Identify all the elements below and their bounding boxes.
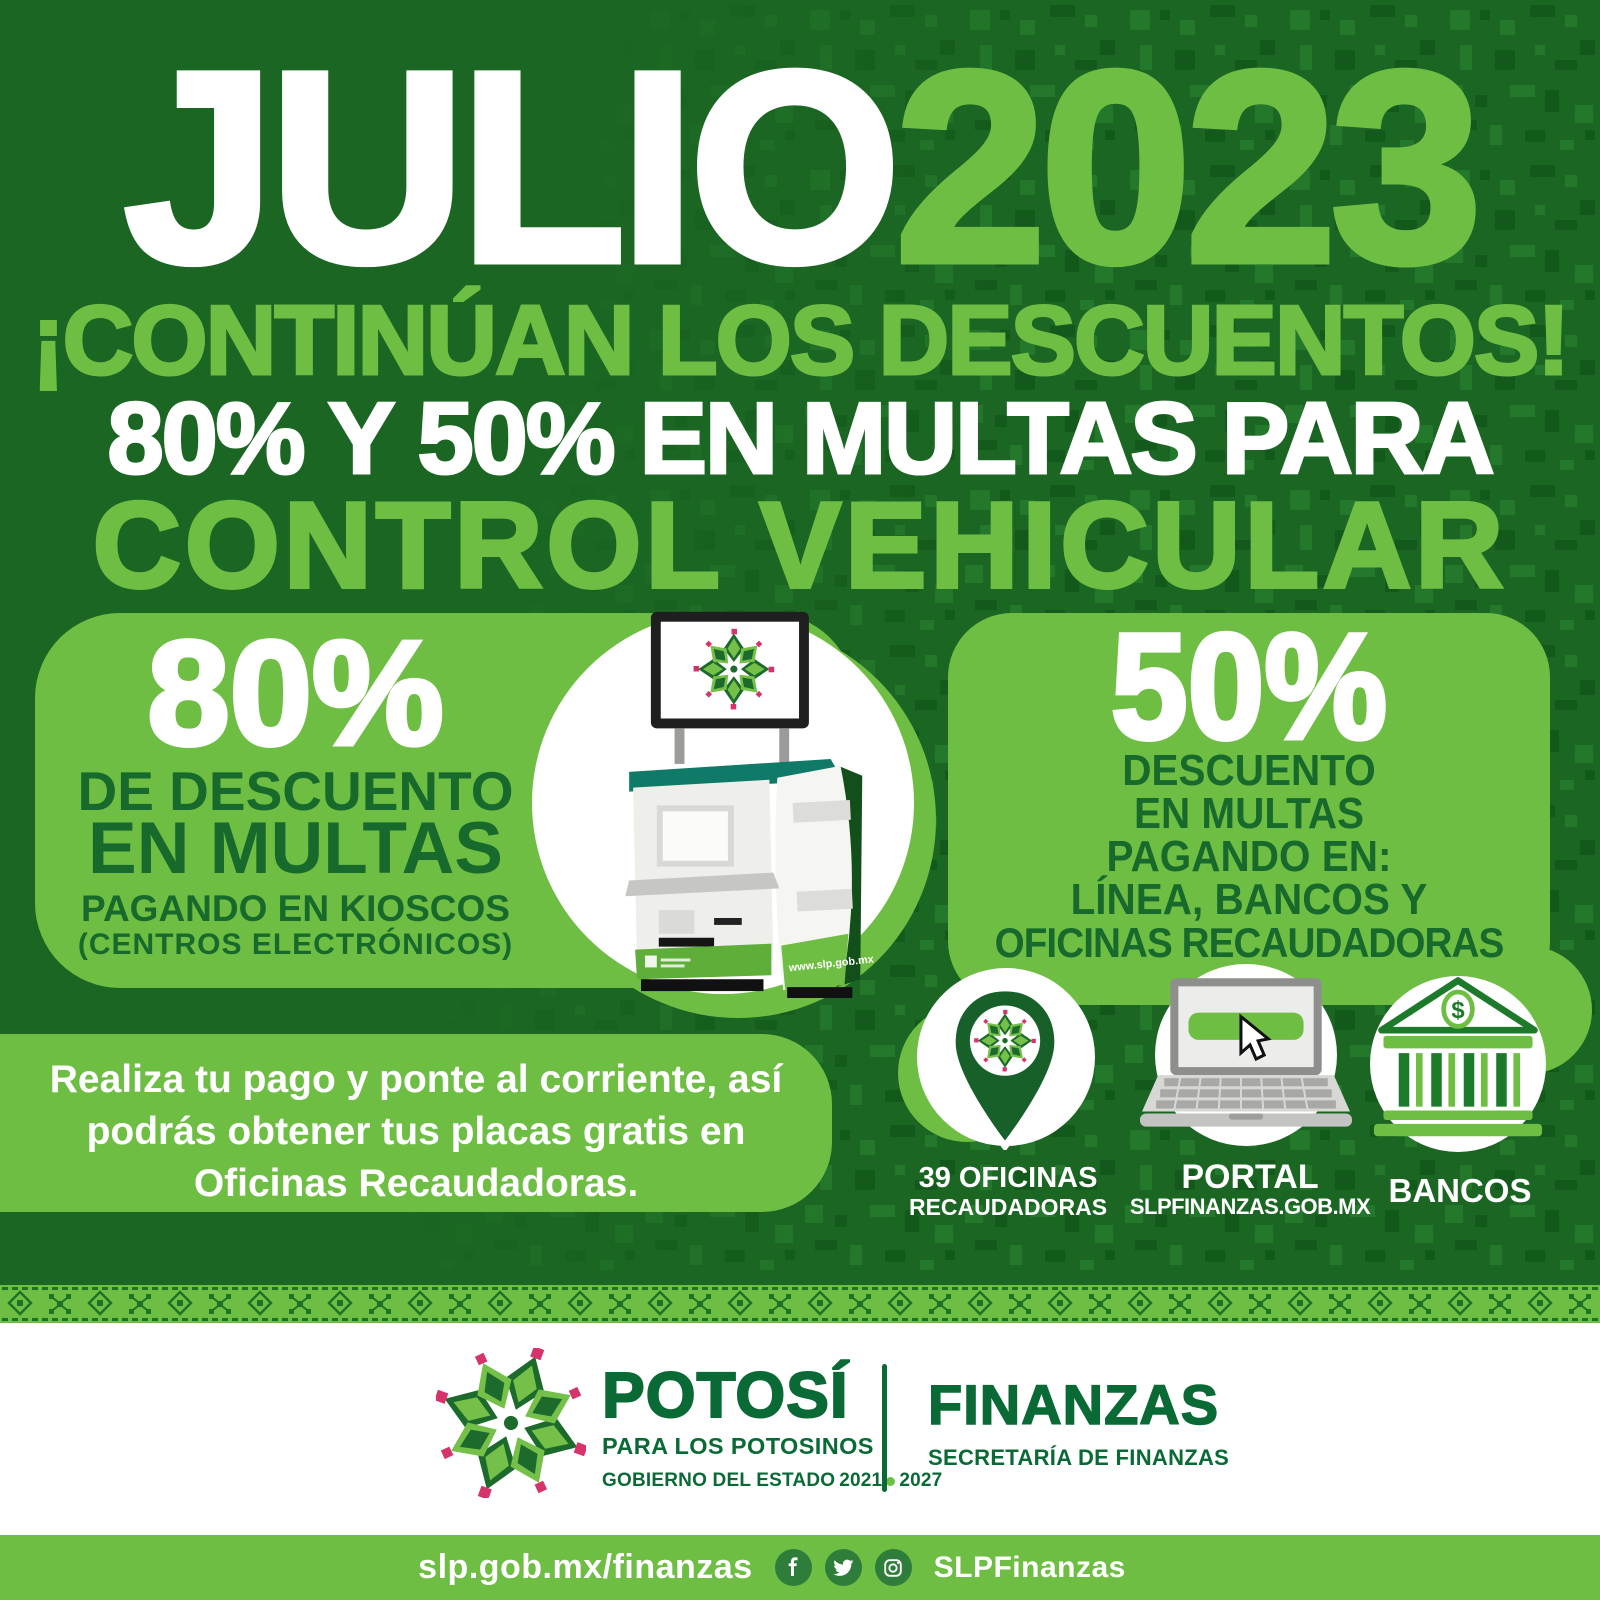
notice-line2: podrás obtener tus placas gratis en xyxy=(86,1110,746,1153)
discount50-line3: PAGANDO EN: xyxy=(1106,832,1392,881)
secretariat-block: FINANZAS SECRETARÍA DE FINANZAS xyxy=(927,1373,1230,1470)
discount50-card: 50% DESCUENTO EN MULTAS PAGANDO EN: LÍNE… xyxy=(948,602,1550,1005)
payment-notice-band: Realiza tu pago y ponte al corriente, as… xyxy=(0,1034,832,1212)
footer: POTOSÍ PARA LOS POTOSINOS GOBIERNO DEL E… xyxy=(0,1323,1600,1535)
bottom-bar: slp.gob.mx/finanzas SLPFinanzas xyxy=(0,1535,1600,1600)
portal-caption: PORTAL SLPFINANZAS.GOB.MX xyxy=(1124,1160,1376,1220)
kiosk-machine-icon: www.slp.gob.mx xyxy=(625,611,874,998)
website-url: slp.gob.mx/finanzas xyxy=(418,1548,753,1586)
brand-tagline: PARA LOS POTOSINOS xyxy=(602,1433,874,1459)
bank-dollar-badge: $ xyxy=(1451,997,1464,1024)
social-icons xyxy=(774,1549,912,1586)
bottom-bar-content: slp.gob.mx/finanzas SLPFinanzas xyxy=(418,1548,1126,1587)
facebook-icon xyxy=(774,1549,812,1586)
location-pin-icon xyxy=(948,984,1062,1150)
notice-line3: Oficinas Recaudadoras. xyxy=(193,1162,639,1205)
cursor-arrow-icon xyxy=(1239,1013,1272,1062)
discount50-card-text: 50% DESCUENTO EN MULTAS PAGANDO EN: LÍNE… xyxy=(972,602,1526,966)
headline-discounts-line: 80% Y 50% EN MULTAS PARA xyxy=(106,383,1496,495)
banks-caption: BANCOS xyxy=(1372,1174,1548,1207)
kiosk-card-text: 80% DE DESCUENTO EN MULTAS PAGANDO EN KI… xyxy=(43,613,548,960)
secretariat-subtitle: SECRETARÍA DE FINANZAS xyxy=(928,1445,1230,1470)
brand-government-line: GOBIERNO DEL ESTADO 2021 2027 xyxy=(602,1471,942,1491)
notice-line1: Realiza tu pago y ponte al corriente, as… xyxy=(49,1058,783,1101)
kiosk-illustration-circle: www.slp.gob.mx xyxy=(532,611,914,998)
term-separator-dot xyxy=(886,1476,896,1486)
bank-icon: $ xyxy=(1373,977,1543,1137)
portal-channel-circle xyxy=(1140,964,1352,1146)
headline-subtitle: ¡CONTINÚAN LOS DESCUENTOS! xyxy=(30,285,1571,395)
kiosk-card-line1: DE DESCUENTO xyxy=(77,760,514,822)
headline-vehicle-control-line: CONTROL VEHICULAR xyxy=(91,477,1508,613)
laptop-icon xyxy=(1140,978,1352,1127)
instagram-icon xyxy=(874,1549,912,1586)
headline-month: JULIO xyxy=(120,15,904,319)
banks-channel-circle: $ xyxy=(1370,976,1546,1152)
discount50-line5: OFICINAS RECAUDADORAS xyxy=(994,919,1505,966)
social-handle: SLPFinanzas xyxy=(933,1550,1126,1584)
kiosk-card-line3: PAGANDO EN KIOSCOS xyxy=(81,888,510,929)
footer-divider xyxy=(882,1364,887,1492)
government-label: GOBIERNO DEL ESTADO xyxy=(602,1470,836,1491)
discount50-line2: EN MULTAS xyxy=(1133,789,1365,838)
brand-name: POTOSÍ xyxy=(601,1359,849,1431)
term-start: 2021 xyxy=(839,1470,883,1491)
term-end: 2027 xyxy=(899,1470,943,1491)
headline-year: 2023 xyxy=(891,15,1485,319)
portal-caption-line1: PORTAL xyxy=(1181,1158,1319,1196)
headline-month-year: JULIO2023 xyxy=(0,28,1600,307)
banks-caption-line1: BANCOS xyxy=(1388,1172,1532,1209)
secretariat-name: FINANZAS xyxy=(927,1373,1220,1436)
potosi-state-logo xyxy=(436,1348,586,1498)
brand-block: POTOSÍ PARA LOS POTOSINOS GOBIERNO DEL E… xyxy=(601,1359,942,1491)
discount50-line1: DESCUENTO xyxy=(1122,746,1376,795)
portal-caption-line2: SLPFINANZAS.GOB.MX xyxy=(1129,1194,1371,1219)
kiosk-card-line4: (CENTROS ELECTRÓNICOS) xyxy=(77,928,514,961)
discount50-line4: LÍNEA, BANCOS Y xyxy=(1070,875,1428,924)
offices-caption: 39 OFICINAS RECAUDADORAS xyxy=(896,1162,1120,1221)
discount50-percent: 50% xyxy=(1109,602,1390,770)
offices-channel-circle xyxy=(917,968,1095,1150)
twitter-icon xyxy=(824,1549,862,1586)
headline: JULIO2023 ¡CONTINÚAN LOS DESCUENTOS! 80%… xyxy=(0,28,1600,613)
kiosk-card-line2: EN MULTAS xyxy=(88,808,503,889)
folk-pattern-band xyxy=(0,1285,1600,1323)
offices-caption-line2: RECAUDADORAS xyxy=(908,1194,1108,1220)
kiosk-card-percent: 80% xyxy=(145,611,446,776)
offices-caption-line1: 39 OFICINAS xyxy=(918,1162,1098,1194)
